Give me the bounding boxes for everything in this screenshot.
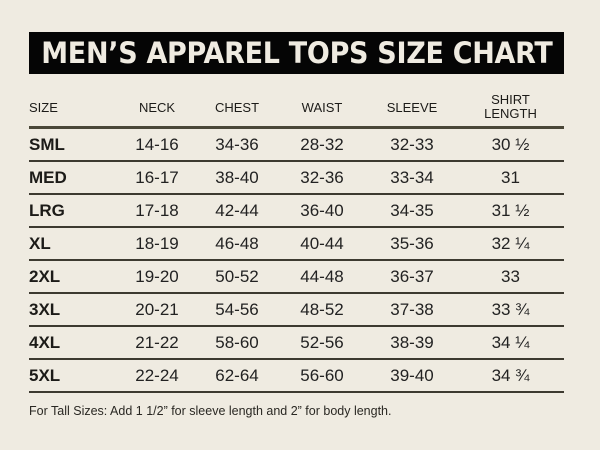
sleeve-cell: 36-37 (390, 266, 434, 286)
size-cell: SML (29, 134, 65, 154)
neck-cell: 18-19 (135, 233, 179, 253)
shirt-length-cell: 31 ½ (491, 200, 530, 220)
waist-cell: 52-56 (300, 332, 344, 352)
neck-cell: 14-16 (135, 134, 179, 154)
chest-cell: 58-60 (215, 332, 259, 352)
waist-cell: 44-48 (300, 266, 344, 286)
tall-sizes-footnote: For Tall Sizes: Add 1 1/2” for sleeve le… (29, 404, 392, 418)
chest-cell: 54-56 (215, 299, 259, 319)
sleeve-cell: 35-36 (390, 233, 434, 253)
size-cell: 5XL (29, 365, 61, 385)
table-row: 2XL 19-20 50-52 44-48 36-37 33 (29, 261, 564, 294)
chest-cell: 38-40 (215, 167, 259, 187)
waist-cell: 36-40 (300, 200, 344, 220)
neck-cell: 20-21 (135, 299, 179, 319)
size-cell: 4XL (29, 332, 61, 352)
chest-cell: 50-52 (215, 266, 259, 286)
size-cell: XL (29, 233, 51, 253)
table-row: LRG 17-18 42-44 36-40 34-35 31 ½ (29, 195, 564, 228)
shirt-length-cell: 31 (501, 167, 520, 187)
title-banner: MEN’S APPAREL TOPS SIZE CHART (29, 32, 564, 74)
sleeve-cell: 34-35 (390, 200, 434, 220)
chest-cell: 46-48 (215, 233, 259, 253)
table-row: XL 18-19 46-48 40-44 35-36 32 ¼ (29, 228, 564, 261)
shirt-length-cell: 34 ¾ (491, 365, 530, 385)
header-waist: WAIST (301, 99, 343, 115)
chest-cell: 62-64 (215, 365, 259, 385)
waist-cell: 56-60 (300, 365, 344, 385)
size-cell: MED (29, 167, 67, 187)
header-shirt-length: SHIRT LENGTH (457, 93, 564, 121)
shirt-length-cell: 34 ¼ (491, 332, 530, 352)
waist-cell: 28-32 (300, 134, 344, 154)
header-neck: NECK (138, 99, 176, 115)
header-shirt-length-line1: SHIRT (491, 92, 530, 107)
sleeve-cell: 38-39 (390, 332, 434, 352)
shirt-length-cell: 30 ½ (491, 134, 530, 154)
size-cell: 2XL (29, 266, 61, 286)
table-header-row: SIZE NECK CHEST WAIST SLEEVE SHIRT LENGT… (29, 88, 564, 129)
chest-cell: 42-44 (215, 200, 259, 220)
header-sleeve: SLEEVE (386, 99, 438, 115)
shirt-length-cell: 33 (501, 266, 520, 286)
chart-title: MEN’S APPAREL TOPS SIZE CHART (40, 36, 553, 70)
neck-cell: 22-24 (135, 365, 179, 385)
waist-cell: 40-44 (300, 233, 344, 253)
table-row: 4XL 21-22 58-60 52-56 38-39 34 ¼ (29, 327, 564, 360)
shirt-length-cell: 33 ¾ (491, 299, 530, 319)
header-size: SIZE (29, 99, 58, 115)
chest-cell: 34-36 (215, 134, 259, 154)
neck-cell: 17-18 (135, 200, 179, 220)
header-shirt-length-line2: LENGTH (484, 106, 537, 121)
size-cell: 3XL (29, 299, 61, 319)
table-row: MED 16-17 38-40 32-36 33-34 31 (29, 162, 564, 195)
waist-cell: 48-52 (300, 299, 344, 319)
table-row: 5XL 22-24 62-64 56-60 39-40 34 ¾ (29, 360, 564, 393)
neck-cell: 21-22 (135, 332, 179, 352)
sleeve-cell: 32-33 (390, 134, 434, 154)
neck-cell: 16-17 (135, 167, 179, 187)
table-row: SML 14-16 34-36 28-32 32-33 30 ½ (29, 129, 564, 162)
sleeve-cell: 33-34 (390, 167, 434, 187)
waist-cell: 32-36 (300, 167, 344, 187)
table-row: 3XL 20-21 54-56 48-52 37-38 33 ¾ (29, 294, 564, 327)
shirt-length-cell: 32 ¼ (491, 233, 530, 253)
header-chest: CHEST (214, 99, 260, 115)
neck-cell: 19-20 (135, 266, 179, 286)
sleeve-cell: 37-38 (390, 299, 434, 319)
size-cell: LRG (29, 200, 65, 220)
sleeve-cell: 39-40 (390, 365, 434, 385)
size-table: SIZE NECK CHEST WAIST SLEEVE SHIRT LENGT… (29, 88, 564, 393)
